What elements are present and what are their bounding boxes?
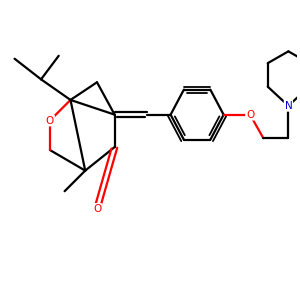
Text: O: O (246, 110, 254, 120)
Text: O: O (46, 116, 54, 126)
Text: O: O (93, 204, 101, 214)
Text: N: N (284, 101, 292, 111)
